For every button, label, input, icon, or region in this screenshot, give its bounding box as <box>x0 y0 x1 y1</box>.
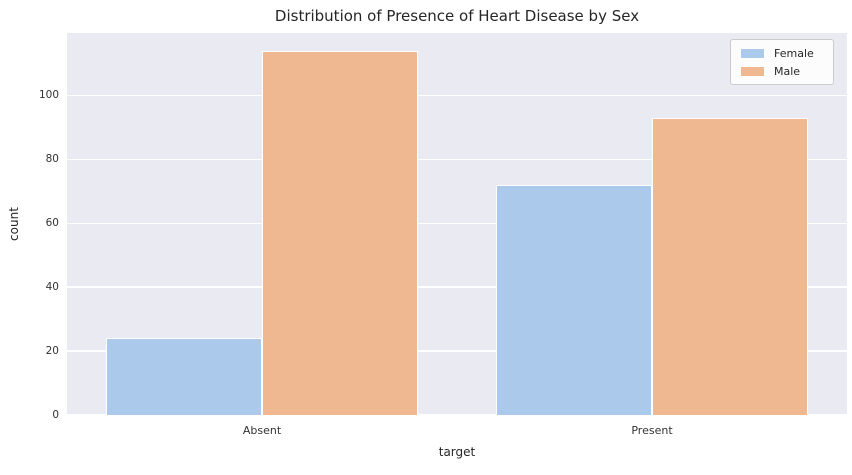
gridline-y-60 <box>67 222 847 224</box>
y-tick-label-0: 0 <box>52 409 59 421</box>
y-tick-label-20: 20 <box>45 345 59 358</box>
x-axis-label: target <box>438 445 476 459</box>
bar-female-present <box>496 184 652 415</box>
bar-male-absent <box>262 50 418 415</box>
gridline-y-0 <box>67 414 847 416</box>
bar-female-absent <box>106 338 262 415</box>
legend-label-male: Male <box>774 65 801 78</box>
plot-area <box>67 33 847 416</box>
legend-entry-male: Male <box>740 65 824 78</box>
legend-swatch-female <box>740 48 765 59</box>
chart-title: Distribution of Presence of Heart Diseas… <box>274 7 640 25</box>
y-tick-label-40: 40 <box>45 281 59 294</box>
y-tick-label-80: 80 <box>45 153 59 166</box>
y-tick-label-100: 100 <box>38 89 59 102</box>
y-tick-label-60: 60 <box>45 217 59 230</box>
legend-entry-female: Female <box>740 47 824 60</box>
bar-male-present <box>652 117 808 415</box>
legend: Female Male <box>730 39 834 85</box>
legend-swatch-male <box>740 66 765 77</box>
gridline-y-100 <box>67 94 847 97</box>
y-axis-label: count <box>7 207 21 241</box>
legend-label-female: Female <box>774 47 814 60</box>
x-tick-label-absent: Absent <box>242 424 282 437</box>
gridline-y-20 <box>67 350 847 352</box>
gridline-y-40 <box>67 286 847 288</box>
x-tick-label-present: Present <box>631 424 673 437</box>
gridline-y-80 <box>67 158 847 160</box>
